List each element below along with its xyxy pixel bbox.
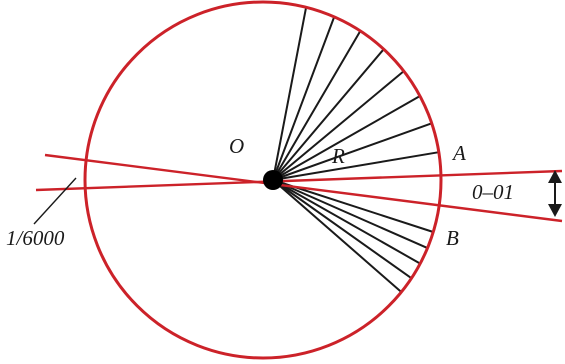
center-dot <box>263 170 283 190</box>
spoke-upper-7 <box>272 122 433 181</box>
spoke-upper-8 <box>272 151 440 181</box>
spoke-lower-5 <box>272 179 403 293</box>
spoke-upper-6 <box>272 95 421 181</box>
sight-line-lower <box>35 169 563 192</box>
label-center-o: O <box>229 134 244 158</box>
sight-line-upper <box>44 153 563 223</box>
spoke-upper-2 <box>272 15 336 181</box>
spoke-upper-3 <box>272 30 362 181</box>
spoke-lower-2 <box>272 179 429 250</box>
circle-outline <box>83 0 443 360</box>
label-angle-value: 0–01 <box>472 180 514 204</box>
label-radius-r: R <box>331 144 345 168</box>
angle-arrow <box>548 170 562 217</box>
label-point-a: A <box>451 141 466 165</box>
spoke-upper-5 <box>272 70 405 181</box>
spoke-lower-4 <box>272 179 413 280</box>
label-fraction: 1/6000 <box>6 226 65 250</box>
radius-spokes <box>272 6 440 293</box>
spoke-lower-3 <box>272 179 422 265</box>
spoke-upper-4 <box>272 48 385 181</box>
spoke-upper-1 <box>272 6 308 181</box>
label-point-b: B <box>446 226 459 250</box>
fraction-leader-line <box>33 177 77 225</box>
